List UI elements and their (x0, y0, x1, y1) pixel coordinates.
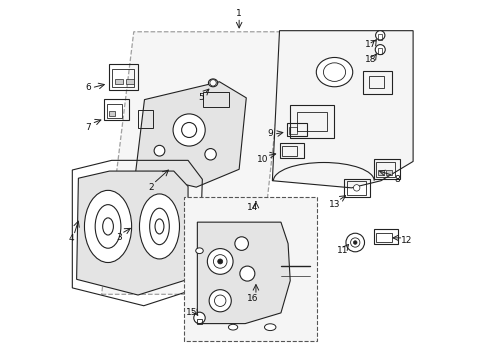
Circle shape (207, 249, 233, 274)
Polygon shape (102, 32, 285, 294)
Text: 4: 4 (68, 234, 74, 243)
Ellipse shape (181, 122, 196, 138)
Circle shape (213, 255, 226, 268)
Ellipse shape (149, 208, 169, 245)
Bar (297, 112, 326, 131)
Circle shape (209, 80, 216, 86)
Ellipse shape (102, 218, 113, 235)
Ellipse shape (155, 219, 163, 234)
Ellipse shape (139, 194, 179, 259)
Ellipse shape (195, 248, 203, 253)
Circle shape (353, 185, 359, 191)
Ellipse shape (154, 145, 164, 156)
Bar (343, 179, 369, 197)
Bar (346, 181, 365, 195)
Bar (104, 99, 128, 120)
Text: 9: 9 (267, 129, 272, 138)
Bar (373, 158, 399, 179)
Text: 18: 18 (364, 55, 375, 64)
Bar (377, 34, 381, 40)
Bar (111, 68, 134, 87)
Ellipse shape (173, 114, 205, 146)
Text: 11: 11 (336, 246, 348, 255)
Text: 7: 7 (85, 123, 91, 132)
Ellipse shape (323, 63, 345, 81)
Text: 14: 14 (246, 203, 258, 212)
Bar (108, 64, 138, 90)
Circle shape (350, 238, 359, 247)
Circle shape (209, 290, 231, 312)
Bar (125, 78, 134, 84)
Bar (279, 143, 303, 158)
Ellipse shape (95, 204, 121, 248)
Bar (373, 229, 397, 244)
Ellipse shape (228, 324, 237, 330)
Text: 3: 3 (116, 233, 122, 242)
Text: 8: 8 (394, 175, 400, 184)
Bar (290, 105, 333, 138)
Bar (203, 92, 229, 107)
Bar (281, 147, 296, 157)
Bar (288, 127, 296, 134)
Bar (286, 123, 307, 136)
Circle shape (240, 266, 254, 281)
Polygon shape (197, 222, 290, 324)
Bar (109, 111, 115, 116)
Text: 15: 15 (185, 309, 197, 318)
Bar (138, 110, 153, 128)
Circle shape (375, 31, 384, 40)
Bar (377, 170, 383, 175)
Ellipse shape (84, 190, 131, 262)
Circle shape (217, 259, 222, 264)
Bar (368, 76, 383, 88)
Circle shape (214, 295, 225, 306)
Polygon shape (184, 197, 316, 342)
Ellipse shape (316, 58, 352, 87)
Ellipse shape (204, 149, 216, 160)
Text: 2: 2 (148, 183, 153, 192)
Polygon shape (135, 82, 246, 187)
Text: 1: 1 (236, 9, 242, 18)
Circle shape (353, 241, 356, 244)
Text: 17: 17 (364, 40, 375, 49)
Text: 10: 10 (257, 155, 268, 164)
Polygon shape (272, 31, 412, 188)
Ellipse shape (264, 324, 275, 330)
Ellipse shape (208, 79, 217, 87)
Bar (363, 71, 391, 94)
Text: 13: 13 (328, 200, 340, 209)
Bar (197, 319, 202, 324)
Text: 6: 6 (85, 83, 91, 92)
Text: 5: 5 (198, 93, 204, 102)
Circle shape (234, 237, 248, 250)
Bar (375, 233, 391, 242)
Text: 12: 12 (401, 236, 412, 245)
Bar (375, 162, 394, 177)
Bar (385, 170, 391, 175)
Bar (377, 48, 382, 54)
Circle shape (193, 312, 205, 324)
Circle shape (345, 233, 364, 252)
Text: 16: 16 (246, 294, 258, 303)
Bar (106, 104, 122, 118)
Bar (115, 78, 123, 84)
Circle shape (374, 45, 385, 55)
Polygon shape (77, 171, 188, 295)
